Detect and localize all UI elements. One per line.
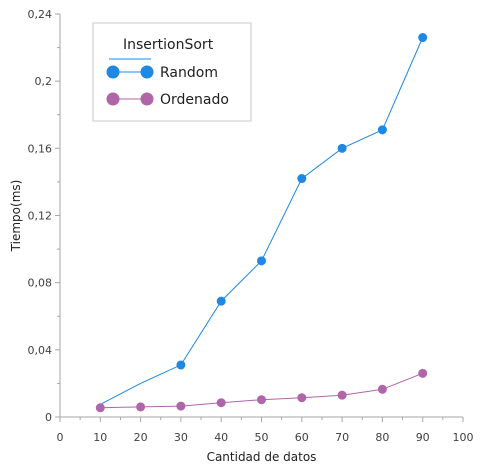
y-tick-label: 0,08 <box>28 277 53 290</box>
data-point <box>418 368 428 378</box>
x-tick-label: 100 <box>453 431 474 444</box>
series-layer <box>95 33 428 413</box>
y-axis-title: Tiempo(ms) <box>9 180 23 253</box>
legend-item-ordenado: Ordenado <box>106 92 229 108</box>
x-tick-label: 80 <box>375 431 389 444</box>
data-point <box>337 390 347 400</box>
data-point <box>257 395 266 405</box>
legend-label: Ordenado <box>160 92 229 108</box>
y-tick-label: 0,24 <box>28 8 53 21</box>
x-tick-label: 90 <box>416 431 430 444</box>
data-point <box>377 125 387 135</box>
x-axis-ticks: 0 10 20 30 40 50 60 70 80 90 100 <box>57 417 474 444</box>
legend-swatch-marker <box>140 65 154 79</box>
data-point <box>297 174 307 184</box>
legend-swatch-marker <box>140 92 154 106</box>
y-axis-ticks: 0 0,04 0,08 0,12 0,16 0,2 0,24 <box>28 8 60 424</box>
y-tick-label: 0,2 <box>35 75 53 88</box>
legend-title: InsertionSort <box>123 37 214 53</box>
y-tick-label: 0,16 <box>28 142 53 155</box>
x-tick-label: 20 <box>134 431 148 444</box>
x-tick-label: 0 <box>57 431 64 444</box>
data-point <box>176 360 186 370</box>
data-point <box>136 402 146 412</box>
x-tick-label: 30 <box>174 431 188 444</box>
legend-label: Random <box>160 65 218 81</box>
legend-swatch-marker <box>106 65 120 79</box>
data-point <box>297 393 307 403</box>
data-point <box>95 403 105 413</box>
data-point <box>176 401 186 411</box>
y-tick-label: 0,12 <box>28 210 53 223</box>
series-ordenado <box>95 368 428 413</box>
data-point <box>377 384 387 394</box>
x-tick-label: 50 <box>255 431 269 444</box>
y-tick-label: 0 <box>45 411 52 424</box>
data-point <box>216 398 226 408</box>
x-axis-title: Cantidad de datos <box>207 450 317 464</box>
legend: InsertionSort Random Ordenado <box>92 22 252 122</box>
series-random <box>100 33 428 405</box>
x-tick-label: 70 <box>335 431 349 444</box>
legend-item-random: Random <box>106 65 218 81</box>
data-point <box>257 256 266 266</box>
data-point <box>216 296 226 306</box>
x-tick-label: 60 <box>295 431 309 444</box>
x-tick-label: 10 <box>93 431 107 444</box>
data-point <box>418 33 428 43</box>
data-point <box>337 143 347 153</box>
x-tick-label: 40 <box>214 431 228 444</box>
y-tick-label: 0,04 <box>28 344 53 357</box>
legend-items: Random Ordenado <box>106 65 229 108</box>
legend-swatch-marker <box>106 92 120 106</box>
